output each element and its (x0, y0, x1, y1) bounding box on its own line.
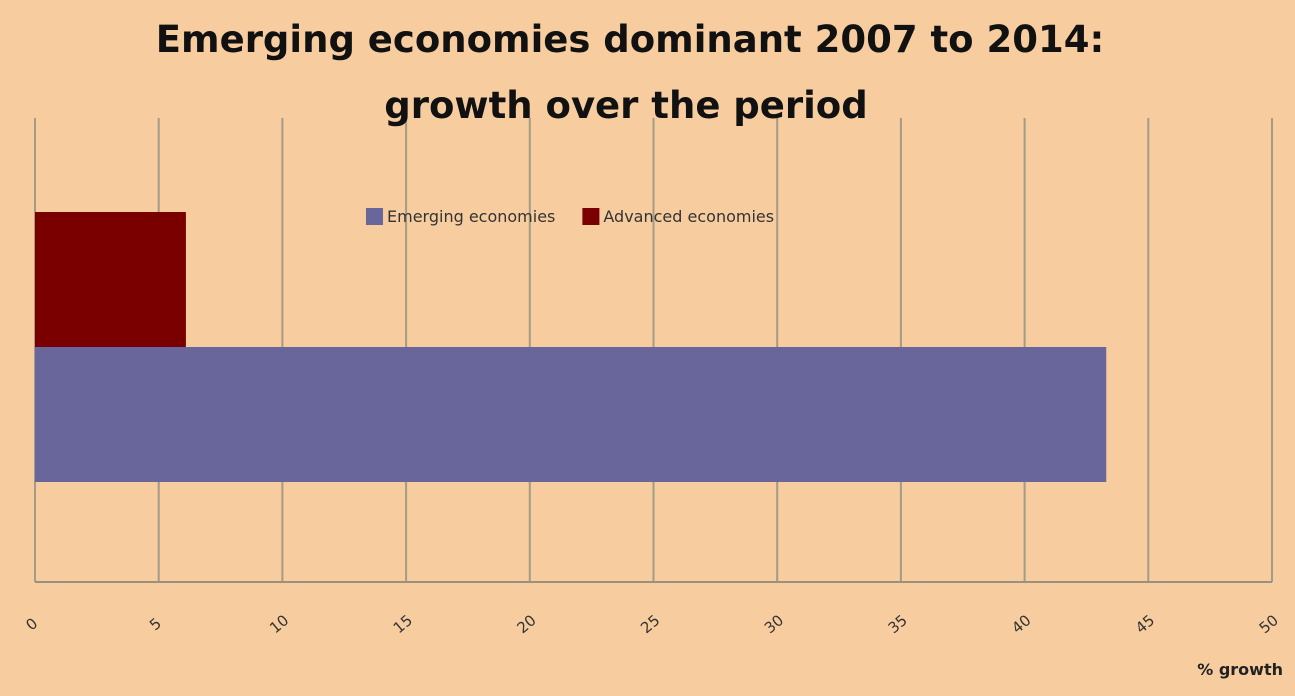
x-tick-label-40: 40 (1008, 611, 1034, 637)
x-tick-label-25: 25 (637, 611, 663, 637)
legend-swatch-advanced-economies (582, 208, 600, 225)
legend-label-advanced-economies: Advanced economies (603, 207, 774, 226)
x-tick-label-15: 15 (390, 611, 416, 637)
legend-label-emerging-economies: Emerging economies (387, 207, 555, 226)
x-tick-labels: 0 5 10 15 20 25 30 35 40 45 50 (22, 611, 1282, 637)
legend-swatch-emerging-economies (366, 208, 383, 225)
legend: Emerging economies Advanced economies (366, 207, 774, 226)
x-tick-label-50: 50 (1256, 611, 1282, 637)
x-axis-title: % growth (1197, 660, 1283, 679)
bar-emerging-economies (35, 347, 1107, 482)
x-tick-label-10: 10 (266, 611, 292, 637)
chart-subtitle: growth over the period (384, 84, 867, 127)
chart-title: Emerging economies dominant 2007 to 2014… (156, 18, 1104, 61)
x-tick-label-5: 5 (146, 614, 165, 634)
x-tick-label-0: 0 (22, 614, 41, 634)
bars (35, 212, 1107, 482)
x-tick-label-35: 35 (885, 611, 911, 637)
bar-advanced-economies (35, 212, 186, 347)
x-tick-label-20: 20 (513, 611, 539, 637)
x-tick-label-45: 45 (1132, 611, 1158, 637)
x-tick-label-30: 30 (761, 611, 787, 637)
